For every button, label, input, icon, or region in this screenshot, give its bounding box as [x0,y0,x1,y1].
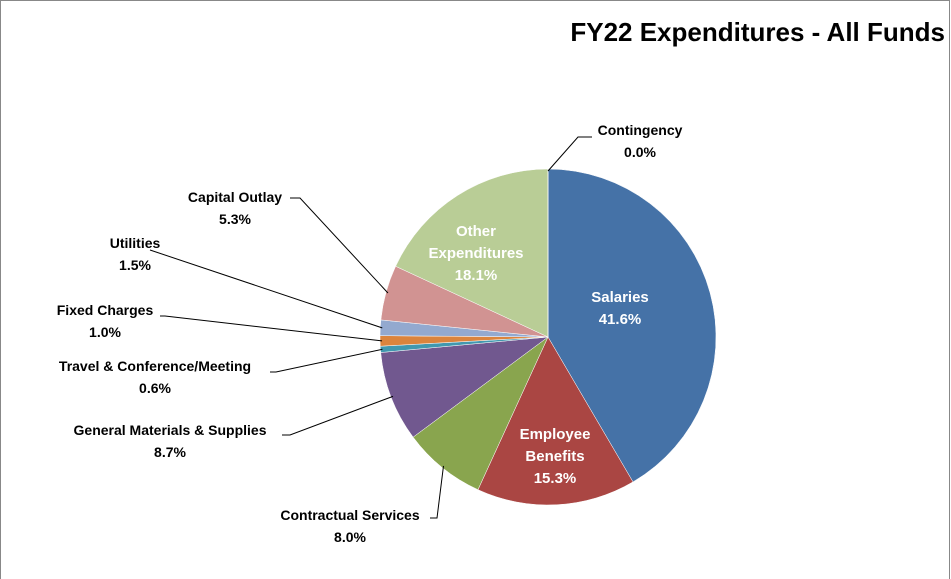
slice-label: Salaries 41.6% [565,287,675,331]
pie-slice [395,168,549,338]
value-label: 0.6% [139,380,171,396]
value-label: 8.0% [334,529,366,545]
category-label: Contractual Services [280,507,420,523]
slice-label: Utilities 1.5% [110,232,161,276]
value-label: 41.6% [598,311,642,328]
chart-title: FY22 Expenditures - All Funds [570,17,945,47]
pie-slice [477,336,634,506]
value-label: 18.1% [454,267,498,284]
slice-label: Capital Outlay 5.3% [188,186,282,230]
leader-line [149,249,383,329]
category-label: Fixed Charges [56,302,154,318]
category-label: Other Expenditures [428,223,524,262]
value-label: 15.3% [533,470,577,487]
leader-line [547,136,592,172]
pie-slice [547,168,717,483]
leader-line [282,395,394,436]
value-label: 0.0% [624,144,656,160]
slice-label: Fixed Charges 1.0% [57,299,153,343]
category-label: Employee Benefits [519,426,591,465]
value-label: 5.3% [219,211,251,227]
category-label: General Materials & Supplies [73,422,267,438]
value-label: 1.0% [89,324,121,340]
value-label: 1.5% [119,257,151,273]
category-label: Contingency [597,122,683,138]
value-label: 8.7% [154,444,186,460]
category-label: Travel & Conference/Meeting [58,358,252,374]
leader-line [270,348,383,373]
slice-label: Employee Benefits 15.3% [510,424,600,490]
slice-label: Travel & Conference/Meeting 0.6% [59,355,251,399]
slice-label: Other Expenditures 18.1% [421,221,531,287]
leader-line [290,197,389,294]
slice-label: Contingency 0.0% [598,119,683,163]
slice-label: General Materials & Supplies 8.7% [74,419,267,463]
category-label: Salaries [591,289,649,306]
slice-label: Contractual Services 8.0% [280,504,419,548]
leader-line [160,315,383,342]
leader-line [430,465,444,519]
category-label: Capital Outlay [187,189,283,205]
category-label: Utilities [109,235,161,251]
